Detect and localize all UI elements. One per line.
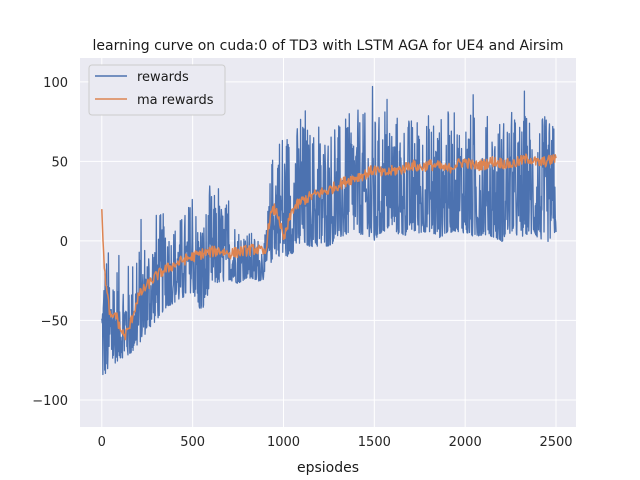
legend-label-ma-rewards: ma rewards [137,93,214,108]
x-tick-label: 0 [98,435,106,450]
x-tick-label: 2000 [449,435,482,450]
tick-labels: 0 500 1000 1500 2000 2500 −100 −50 0 50 100 [32,76,572,450]
y-tick-label: 0 [60,235,68,250]
legend: rewards ma rewards [88,64,226,116]
y-tick-label: 50 [51,155,68,170]
x-tick-label: 1500 [358,435,391,450]
grid-lines [80,58,576,427]
series-ma-rewards-line [101,153,557,341]
legend-box [88,64,226,116]
legend-label-rewards: rewards [137,70,189,85]
chart-title: learning curve on cuda:0 of TD3 with LST… [93,38,564,54]
y-tick-label: −50 [41,314,68,329]
x-tick-label: 1000 [267,435,300,450]
series-layer [101,85,557,376]
x-axis-label: epsiodes [297,460,359,476]
x-tick-label: 2500 [539,435,572,450]
x-tick-label: 500 [180,435,205,450]
y-tick-label: 100 [43,76,68,91]
y-tick-label: −100 [32,394,68,409]
